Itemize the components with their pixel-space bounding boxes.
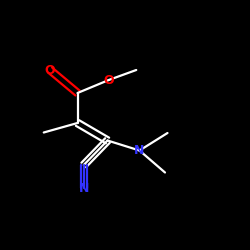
Text: O: O bbox=[45, 64, 55, 76]
Text: N: N bbox=[134, 144, 145, 157]
Text: O: O bbox=[104, 74, 114, 86]
Text: N: N bbox=[78, 182, 89, 194]
